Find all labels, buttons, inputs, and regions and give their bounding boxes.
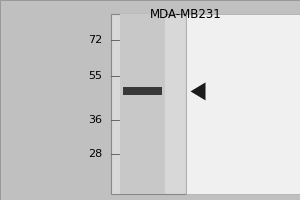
Text: MDA-MB231: MDA-MB231 <box>150 8 222 21</box>
Text: 28: 28 <box>88 149 102 159</box>
Bar <box>120 14 165 194</box>
Text: 55: 55 <box>88 71 102 81</box>
Text: 72: 72 <box>88 35 102 45</box>
Bar <box>111 14 186 194</box>
Polygon shape <box>190 82 206 100</box>
Text: 36: 36 <box>88 115 102 125</box>
Bar <box>123 87 162 95</box>
Bar <box>186 14 300 194</box>
